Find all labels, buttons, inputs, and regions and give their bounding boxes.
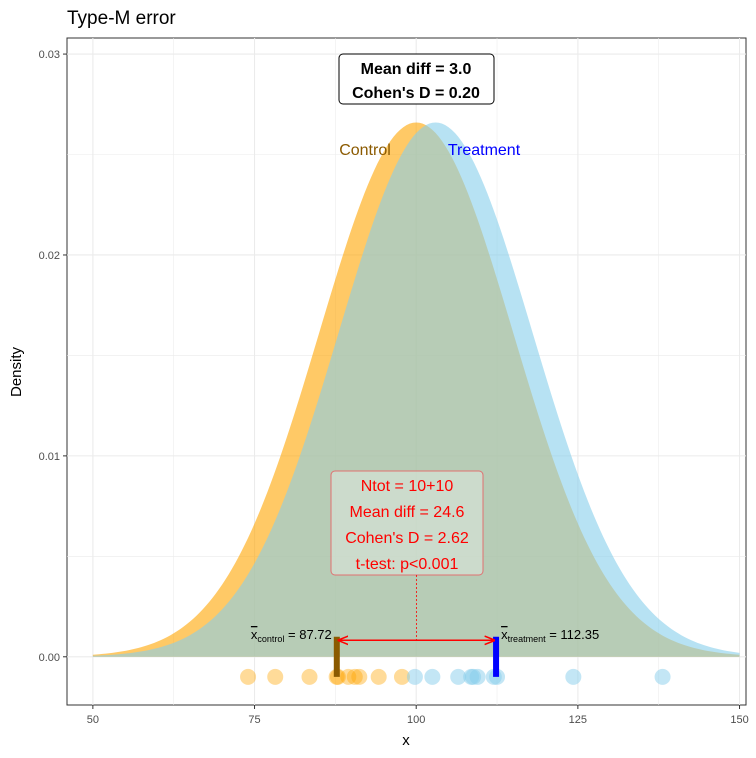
point-control-2 (301, 668, 318, 685)
x-tick-label: 100 (407, 714, 425, 726)
x-tick-label: 150 (730, 714, 748, 726)
point-treatment-9 (465, 668, 482, 685)
mean-label-control: xcontrol = 87.72 (251, 627, 332, 644)
x-axis-title: x (402, 732, 410, 749)
point-control-8 (393, 668, 410, 685)
sample-stat-2: Cohen's D = 2.62 (345, 530, 469, 547)
label-treatment: Treatment (448, 142, 521, 159)
sample-stat-3: t-test: p<0.001 (356, 556, 459, 573)
sample-stat-0: Ntot = 10+10 (361, 478, 454, 495)
density-treatment (92, 122, 740, 657)
point-control-4 (340, 668, 357, 685)
density-curves (92, 122, 740, 657)
sample-stat-1: Mean diff = 24.6 (350, 504, 465, 521)
sample-box-frame (330, 470, 484, 576)
y-tick-label: 0.00 (39, 652, 60, 664)
y-tick-label: 0.03 (39, 49, 60, 61)
population-box-frame (338, 53, 495, 105)
point-control-5 (346, 668, 363, 685)
point-control-7 (370, 668, 387, 685)
mean-label-treatment: xtreatment = 112.35 (501, 627, 599, 644)
sample-box: Ntot = 10+10 Mean diff = 24.6 Cohen's D = … (330, 470, 484, 576)
sample-means: xcontrol = 87.72 xtreatment = 112.35 (251, 627, 599, 677)
point-treatment-8 (654, 668, 671, 685)
y-tick-label: 0.02 (39, 250, 60, 262)
chart-title: Type-M error (67, 8, 176, 29)
sample-points (240, 668, 671, 685)
point-control-0 (240, 668, 257, 685)
y-axis-title: Density (8, 346, 25, 397)
x-tick-label: 125 (569, 714, 587, 726)
point-control-1 (267, 668, 284, 685)
point-treatment-0 (406, 668, 423, 685)
label-control: Control (339, 142, 391, 159)
population-box: Mean diff = 3.0 Cohen's D = 0.20 (338, 53, 495, 105)
y-tick-label: 0.01 (39, 451, 60, 463)
point-treatment-2 (450, 668, 467, 685)
population-cohens-d: Cohen's D = 0.20 (352, 85, 480, 102)
point-treatment-1 (424, 668, 441, 685)
annotations: Control Treatment Mean diff = 3.0 Cohen's D… (330, 53, 521, 640)
population-mean-diff: Mean diff = 3.0 (361, 61, 472, 78)
x-tick-label: 75 (248, 714, 260, 726)
x-tick-label: 50 (87, 714, 99, 726)
point-control-6 (351, 668, 368, 685)
point-treatment-7 (565, 668, 582, 685)
axes: 50 75 100 125 150 0.00 0.01 0.02 0.03 (39, 49, 749, 726)
